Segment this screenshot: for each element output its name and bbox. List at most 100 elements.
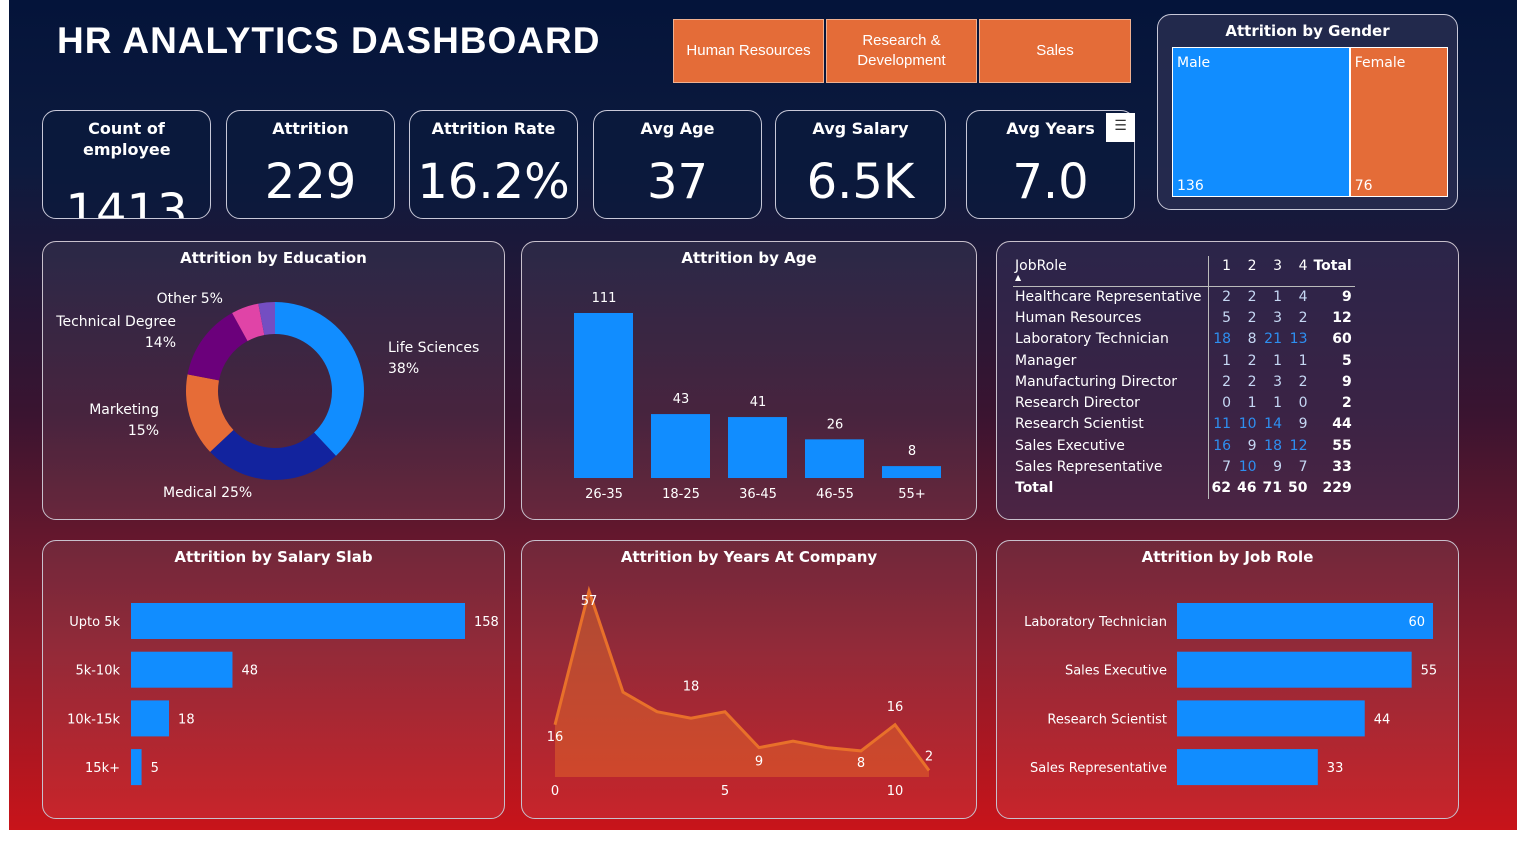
- gender-card: Attrition by Gender Male 136 Female 76: [1157, 14, 1458, 210]
- category-label: Sales Representative: [1030, 761, 1167, 776]
- bar: [1177, 749, 1318, 786]
- data-label: 18: [683, 679, 700, 694]
- x-tick-label: 46-55: [816, 487, 854, 502]
- data-label: 44: [1374, 712, 1391, 727]
- kpi-employee-count: Count of employee 1413: [42, 110, 211, 219]
- table-cell: 2: [1247, 373, 1257, 390]
- table-cell: 9: [1247, 437, 1257, 454]
- table-cell: 2: [1222, 288, 1232, 305]
- table-cell: 14: [1264, 416, 1282, 433]
- column-header[interactable]: JobRole ▲: [1013, 256, 1209, 287]
- kpi-value: 16.2%: [417, 154, 570, 210]
- column-header[interactable]: Total: [1310, 256, 1355, 287]
- age-bar: [651, 414, 710, 478]
- kpi-label: Attrition Rate: [431, 119, 556, 138]
- slice-pct: 15%: [128, 423, 159, 439]
- table-cell: Research Scientist: [1013, 413, 1209, 436]
- treemap-tile-male[interactable]: Male 136: [1173, 48, 1349, 196]
- table-cell: 21: [1264, 331, 1282, 348]
- table-cell: Sales Representative: [1013, 456, 1209, 478]
- column-header[interactable]: 1: [1208, 256, 1235, 287]
- table-cell: 10: [1238, 416, 1257, 433]
- table-cell: 2: [1341, 395, 1352, 412]
- bar: [131, 700, 170, 737]
- bar: [1177, 603, 1433, 639]
- slice-pct: 14%: [145, 335, 176, 351]
- table-row: Human Resources 5 2 3 2 12: [1013, 307, 1355, 329]
- data-label: 8: [857, 756, 865, 771]
- table-cell: 12: [1332, 309, 1352, 326]
- filter-human-resources[interactable]: Human Resources: [673, 19, 824, 83]
- data-label: 16: [547, 730, 564, 745]
- data-label: 60: [1408, 615, 1425, 630]
- table-cell: 9: [1273, 459, 1282, 476]
- table-row: Laboratory Technician 18 8 21 13 60: [1013, 328, 1355, 350]
- table-row: Sales Representative 7 10 9 7 33: [1013, 456, 1355, 478]
- table-cell: 3: [1273, 373, 1282, 390]
- treemap-tile-female[interactable]: Female 76: [1348, 48, 1447, 196]
- table-cell: 3: [1273, 309, 1282, 326]
- table-cell: 8: [1247, 331, 1257, 348]
- filter-research-development[interactable]: Research & Development: [826, 19, 977, 83]
- table-cell: 50: [1288, 480, 1308, 497]
- category-label: Sales Executive: [1065, 664, 1167, 679]
- filter-icon[interactable]: ☰: [1106, 113, 1135, 142]
- kpi-value: 229: [264, 154, 357, 210]
- table-cell: 33: [1332, 459, 1352, 476]
- panel-attrition-by-years: Attrition by Years At Company 16 57 18 9 8 16…: [521, 540, 977, 819]
- table-cell: Healthcare Representative: [1013, 286, 1209, 308]
- salary-bar-chart: Upto 5k 158 5k-10k 48 10k-15k 18 15k+ 5: [67, 603, 499, 786]
- donut-slice: [275, 302, 364, 456]
- filter-sales[interactable]: Sales: [979, 19, 1131, 83]
- table-cell: 11: [1213, 416, 1232, 433]
- column-header[interactable]: 3: [1259, 256, 1285, 287]
- slice-label: Medical 25%: [163, 485, 252, 501]
- table-cell: 5: [1341, 352, 1352, 369]
- donut-slice: [232, 303, 265, 342]
- column-header[interactable]: 4: [1285, 256, 1311, 287]
- data-label: 5: [151, 761, 159, 776]
- table-cell: 7: [1222, 459, 1232, 476]
- table-cell: 71: [1262, 480, 1282, 497]
- table-cell: 12: [1289, 437, 1308, 454]
- table-cell: Sales Executive: [1013, 435, 1209, 457]
- jobrole-bar-chart: Laboratory Technician 60 Sales Executive 55…: [1024, 603, 1437, 786]
- kpi-avg-salary: Avg Salary 6.5K: [775, 110, 946, 219]
- education-donut: Life Sciences 38% Medical 25% Marketing 15% T…: [55, 291, 479, 501]
- jobrole-matrix-table: JobRole ▲ 1 2 3 4 Total Healthcare Representati…: [1013, 256, 1355, 499]
- area-fill: [555, 591, 929, 777]
- kpi-value: 37: [646, 154, 709, 210]
- column-header[interactable]: 2: [1234, 256, 1260, 287]
- kpi-label: Avg Salary: [812, 119, 909, 138]
- table-cell: 1: [1273, 352, 1282, 369]
- chart-title: Attrition by Years At Company: [620, 548, 878, 566]
- data-label: 41: [750, 395, 767, 410]
- kpi-value: 7.0: [1012, 154, 1089, 210]
- kpi-label: Attrition: [272, 119, 349, 138]
- tile-value: 76: [1354, 178, 1373, 194]
- chart-title: Attrition by Education: [180, 249, 367, 267]
- slice-label: Technical Degree: [55, 314, 176, 330]
- kpi-avg-years: Avg Years 7.0 ☰: [966, 110, 1135, 219]
- donut-slice: [210, 430, 336, 480]
- age-bar: [728, 417, 787, 478]
- table-cell: 55: [1332, 437, 1352, 454]
- age-bar-chart: 111 26-35 43 18-25 41 36-45 26 46-55 8 55+: [574, 291, 941, 502]
- table-cell: Manufacturing Director: [1013, 371, 1209, 393]
- bar: [131, 749, 142, 786]
- data-label: 18: [178, 712, 195, 727]
- data-label: 48: [241, 664, 258, 679]
- area-line: [553, 585, 931, 772]
- bar: [1177, 700, 1365, 737]
- data-label: 111: [592, 291, 617, 306]
- table-cell: 46: [1237, 480, 1257, 497]
- table-cell: 1: [1298, 352, 1308, 369]
- slice-label: Marketing: [89, 402, 159, 418]
- gender-title: Attrition by Gender: [1225, 22, 1390, 40]
- table-cell: 1: [1273, 288, 1282, 305]
- data-label: 43: [673, 392, 690, 407]
- panel-attrition-by-age: Attrition by Age 111 26-35 43 18-25 41 36-45 2…: [521, 241, 977, 520]
- bar: [1177, 651, 1412, 688]
- x-tick-label: 5: [721, 784, 729, 799]
- table-cell: 9: [1298, 416, 1308, 433]
